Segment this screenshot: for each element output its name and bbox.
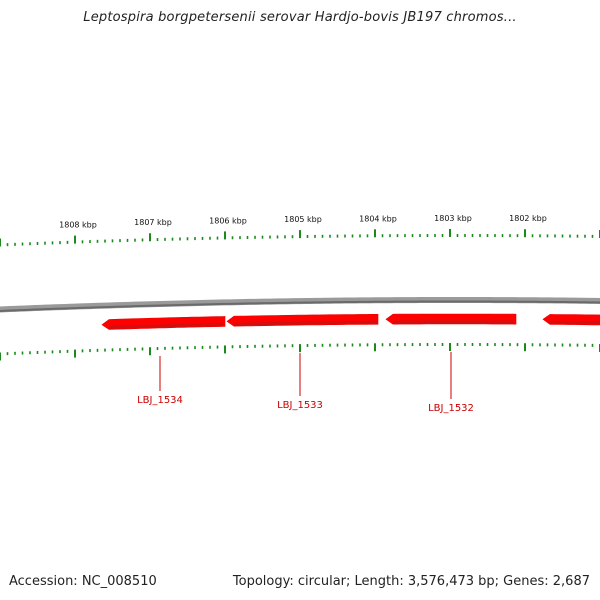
gene-arrow[interactable]	[542, 314, 600, 326]
gene-label[interactable]: LBJ_1533	[277, 400, 323, 411]
scale-tick-label: 1804 kbp	[359, 214, 397, 223]
gene-arrow[interactable]	[226, 313, 379, 327]
chromosome-backbone	[0, 297, 600, 313]
scale-tick-label: 1805 kbp	[284, 215, 322, 224]
gene-label[interactable]: LBJ_1532	[428, 403, 474, 414]
scale-tick-label: 1806 kbp	[209, 216, 247, 225]
backbone-arc-shade	[0, 300, 600, 312]
backbone-arc	[0, 297, 600, 313]
scale-tick-label: 1807 kbp	[134, 218, 172, 227]
gene-label[interactable]: LBJ_1534	[137, 395, 183, 406]
map-title: Leptospira borgpetersenii serovar Hardjo…	[83, 10, 517, 25]
scale-ticks-outer	[0, 229, 600, 247]
scale-tick-label: 1808 kbp	[59, 220, 97, 229]
gene-arrow[interactable]	[385, 313, 517, 325]
scale-tick-label: 1803 kbp	[434, 214, 472, 223]
topology-summary-text: Topology: circular; Length: 3,576,473 bp…	[232, 574, 590, 589]
scale-tick-labels: 1808 kbp 1807 kbp 1806 kbp 1805 kbp 1804 kbp…	[59, 214, 547, 229]
gene-features[interactable]	[101, 313, 600, 330]
scale-ticks-inner	[0, 343, 600, 361]
gene-labels: LBJ_1534 LBJ_1533 LBJ_1532	[137, 352, 474, 414]
accession-text: Accession: NC_008510	[9, 574, 157, 589]
scale-tick-label: 1802 kbp	[509, 214, 547, 223]
gene-arrow[interactable]	[101, 316, 226, 330]
